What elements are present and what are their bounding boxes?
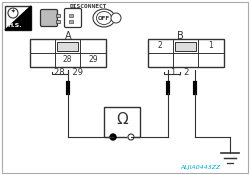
FancyBboxPatch shape xyxy=(175,42,196,51)
Text: ALJIA0443ZZ: ALJIA0443ZZ xyxy=(180,165,220,170)
FancyBboxPatch shape xyxy=(148,39,224,67)
Text: 29: 29 xyxy=(88,55,98,65)
FancyBboxPatch shape xyxy=(40,9,58,26)
Text: 1 , 2: 1 , 2 xyxy=(171,68,189,76)
FancyBboxPatch shape xyxy=(69,19,73,23)
Text: ✦: ✦ xyxy=(11,9,15,14)
Ellipse shape xyxy=(96,12,112,24)
FancyBboxPatch shape xyxy=(64,9,82,27)
Text: DISCONNECT: DISCONNECT xyxy=(69,5,107,9)
Circle shape xyxy=(8,8,18,18)
Text: 2: 2 xyxy=(158,41,162,51)
Text: 28 , 29: 28 , 29 xyxy=(54,68,82,76)
FancyBboxPatch shape xyxy=(57,42,78,51)
Circle shape xyxy=(111,13,121,23)
Text: 28: 28 xyxy=(62,55,72,65)
FancyBboxPatch shape xyxy=(5,6,31,30)
Text: A: A xyxy=(65,31,71,41)
FancyBboxPatch shape xyxy=(56,13,60,16)
FancyBboxPatch shape xyxy=(69,13,73,16)
FancyBboxPatch shape xyxy=(30,39,106,67)
Text: H.S.: H.S. xyxy=(7,23,22,28)
Ellipse shape xyxy=(93,9,115,27)
FancyBboxPatch shape xyxy=(104,107,140,137)
Text: OFF: OFF xyxy=(98,16,110,20)
FancyBboxPatch shape xyxy=(2,2,248,173)
Circle shape xyxy=(128,134,134,140)
Polygon shape xyxy=(5,6,31,30)
Text: 1: 1 xyxy=(208,41,214,51)
Circle shape xyxy=(110,134,116,140)
Text: Ω: Ω xyxy=(116,113,128,128)
FancyBboxPatch shape xyxy=(56,19,60,23)
Text: B: B xyxy=(176,31,184,41)
